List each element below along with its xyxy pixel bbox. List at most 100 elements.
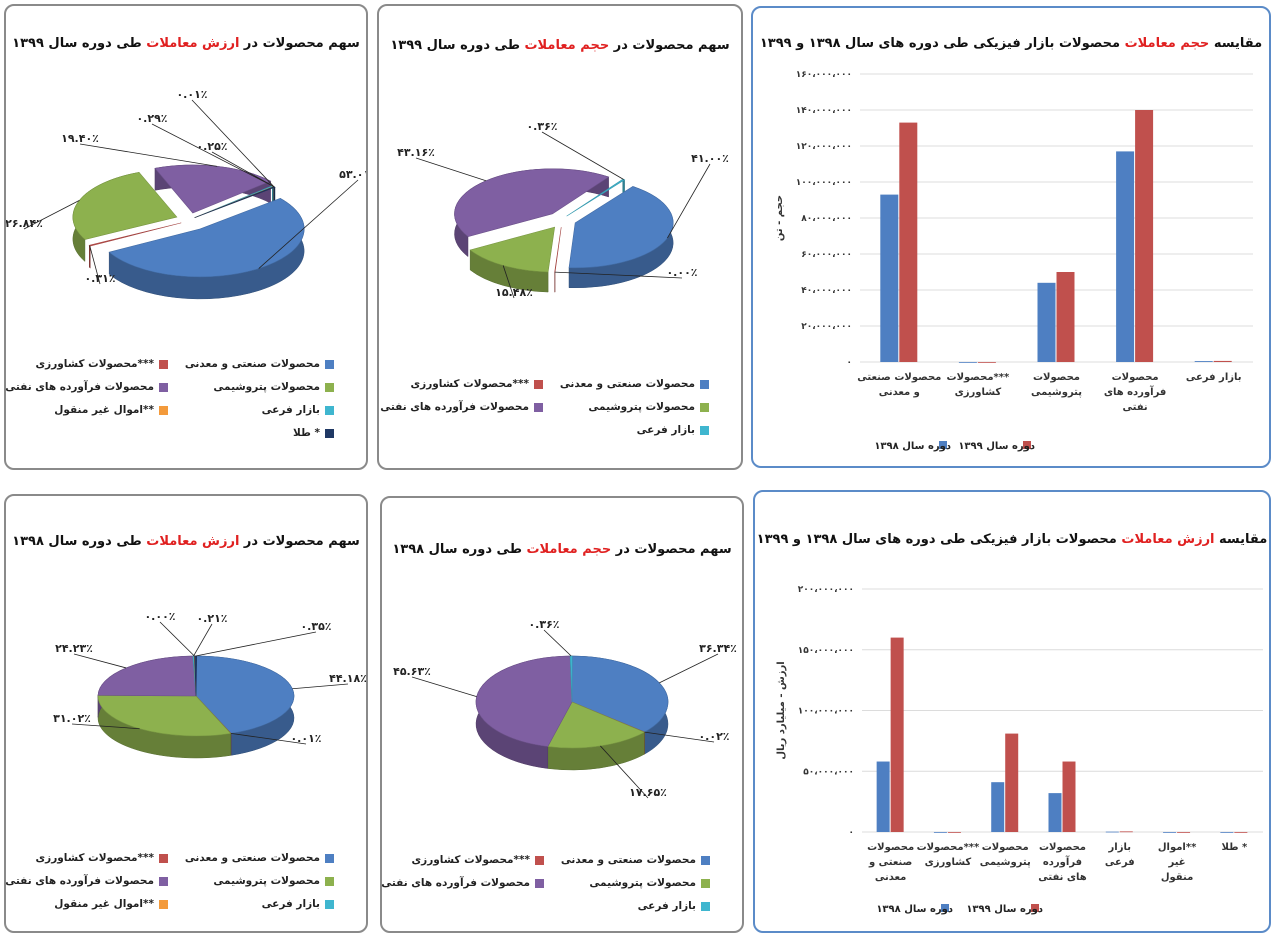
leader-line [667,163,711,239]
legend-item: **اموال غیر منقول [54,404,168,416]
panel-volume-compare: مقایسه حجم معاملات محصولات بازار فیزیکی … [751,6,1271,468]
legend-label: محصولات فرآورده های نفتی [380,401,529,413]
data-label: ۰.۲۹٪ [136,112,167,125]
x-tick-label: منقول [1161,872,1193,883]
legend-item: **اموال غیر منقول [54,898,168,910]
leader-line [230,732,307,745]
x-tick-label: فرآورده [1043,855,1082,868]
legend-swatch [159,382,168,392]
legend-label: بازار فرعی [261,898,320,910]
y-axis-label: حجم - تن [774,195,785,241]
leader-line [644,731,715,743]
bar-chart-svg: ۰ ۲۰،۰۰۰،۰۰۰ ۴۰،۰۰۰،۰۰۰ ۶۰،۰۰۰،۰۰۰ ۸۰،۰۰۰،۰۰… [774,70,1253,452]
legend-label: محصولات فرآورده های نفتی [5,875,154,887]
y-tick-label: ۴۰،۰۰۰،۰۰۰ [801,286,852,296]
bar [899,122,918,362]
leader-line [600,745,649,799]
x-tick-label: صنعتی و [868,857,912,868]
legend-item: محصولات فرآورده های نفتی [6,381,168,393]
leader-line [292,683,349,690]
leader-line [258,179,359,269]
legend-swatch [534,402,543,412]
data-label: ۰.۰۱٪ [176,88,207,101]
x-tick-label: پتروشیمی [1031,387,1082,398]
legend-label: محصولات پتروشیمی [588,401,695,413]
x-tick-label: **اموال [1158,842,1197,853]
pie-chart-svg: ۵۳.۰۱٪ ۰.۳۱٪ ۲۶.۸۴٪ ۱۹.۴۰٪ ۰.۲۹٪ ۰.۰۱٪ ۰.۲۵٪ [6,88,366,300]
legend-swatch [325,405,334,415]
legend-swatch [535,878,544,888]
data-label: ۳۶.۳۴٪ [699,642,737,655]
panel-volume-share-1398: سهم محصولات در حجم معاملات طی دوره سال ۱… [380,496,744,933]
legend-item: بازار فرعی [262,404,334,416]
legend-label: بازار فرعی [637,900,696,912]
data-label: ۰.۲۱٪ [196,612,227,625]
legend-item: محصولات صنعتی و معدنی [560,378,709,390]
leader-line [23,199,80,230]
legend-swatch [325,382,334,392]
y-tick-label: ۲۰۰،۰۰۰،۰۰۰ [798,585,854,595]
x-tick-label: های نفتی [1038,872,1087,883]
data-label: ۱۹.۴۰٪ [61,132,99,145]
legend-label: ***محصولات کشاورزی [35,852,154,864]
leader-line [415,157,487,182]
y-tick-label: ۱۲۰،۰۰۰،۰۰۰ [796,142,852,152]
data-label: ۰.۰۰٪ [144,610,175,623]
x-tick-label: فرعی [1105,857,1135,868]
legend-swatch [701,878,710,888]
data-label: ۴۱.۰۰٪ [691,152,729,165]
leader-line [79,143,218,167]
legend-label: محصولات فرآورده های نفتی [381,877,530,889]
x-tick-label: کشاورزی [925,857,972,868]
leader-line [89,245,101,285]
y-axis-label: ارزش - میلیارد ریال [776,661,787,759]
legend-swatch [700,425,709,435]
legend-label: دوره سال ۱۳۹۹ [966,904,1043,915]
data-label: ۰.۰۰٪ [666,266,697,279]
legend-swatch [1031,904,1039,912]
pie-slice [568,186,674,269]
legend-swatch [325,359,334,369]
pie-slice [97,655,197,697]
bar [1213,360,1232,362]
leader-line [543,629,572,657]
pie-slice [454,168,610,237]
legend-label: * طلا [292,427,320,439]
legend-item: ***محصولات کشاورزی [36,358,168,370]
leader-line [193,623,213,657]
data-label: ۰.۰۲٪ [698,730,729,743]
legend-swatch [159,853,168,863]
x-tick-label: کشاورزی [955,387,1002,398]
legend-item: بازار فرعی [262,898,334,910]
x-tick-label: و معدنی [879,387,920,398]
bar [1135,110,1154,362]
bar [880,194,899,362]
y-tick-label: ۰ [847,358,853,368]
bar [1037,282,1056,362]
legend-item: بازار فرعی [638,900,710,912]
panel-value-compare: مقایسه ارزش معاملات محصولات بازار فیزیکی… [753,490,1271,933]
bar-chart-svg: ۰ ۵۰،۰۰۰،۰۰۰ ۱۰۰،۰۰۰،۰۰۰ ۱۵۰،۰۰۰،۰۰۰ ۲۰۰،۰۰۰… [776,585,1263,915]
x-tick-label: نفتی [1123,402,1148,413]
y-tick-label: ۶۰،۰۰۰،۰۰۰ [801,250,852,260]
legend-label: محصولات پتروشیمی [213,381,320,393]
legend-item: محصولات پتروشیمی [213,875,334,887]
legend-swatch [701,901,710,911]
y-tick-label: ۵۰،۰۰۰،۰۰۰ [803,767,854,777]
bar [1220,832,1234,833]
x-tick-label: ***محصولات [947,372,1010,383]
legend-swatch [325,899,334,909]
pie-slice [554,227,562,273]
pie-slice [571,655,669,733]
data-label: ۲۴.۲۳٪ [55,642,93,655]
legend-item: ***محصولات کشاورزی [36,852,168,864]
bar [947,832,961,833]
x-tick-label: محصولات [1039,842,1086,853]
y-tick-label: ۱۴۰،۰۰۰،۰۰۰ [796,106,852,116]
legend-swatch [159,405,168,415]
pie-chart-svg: ۴۱.۰۰٪ ۰.۰۰٪ ۱۵.۴۸٪ ۴۳.۱۶٪ ۰.۳۶٪ [397,120,729,299]
legend-swatch [535,855,544,865]
x-tick-label: پتروشیمی [980,857,1031,868]
bar [1234,832,1248,833]
legend-item: ***محصولات کشاورزی [411,378,543,390]
